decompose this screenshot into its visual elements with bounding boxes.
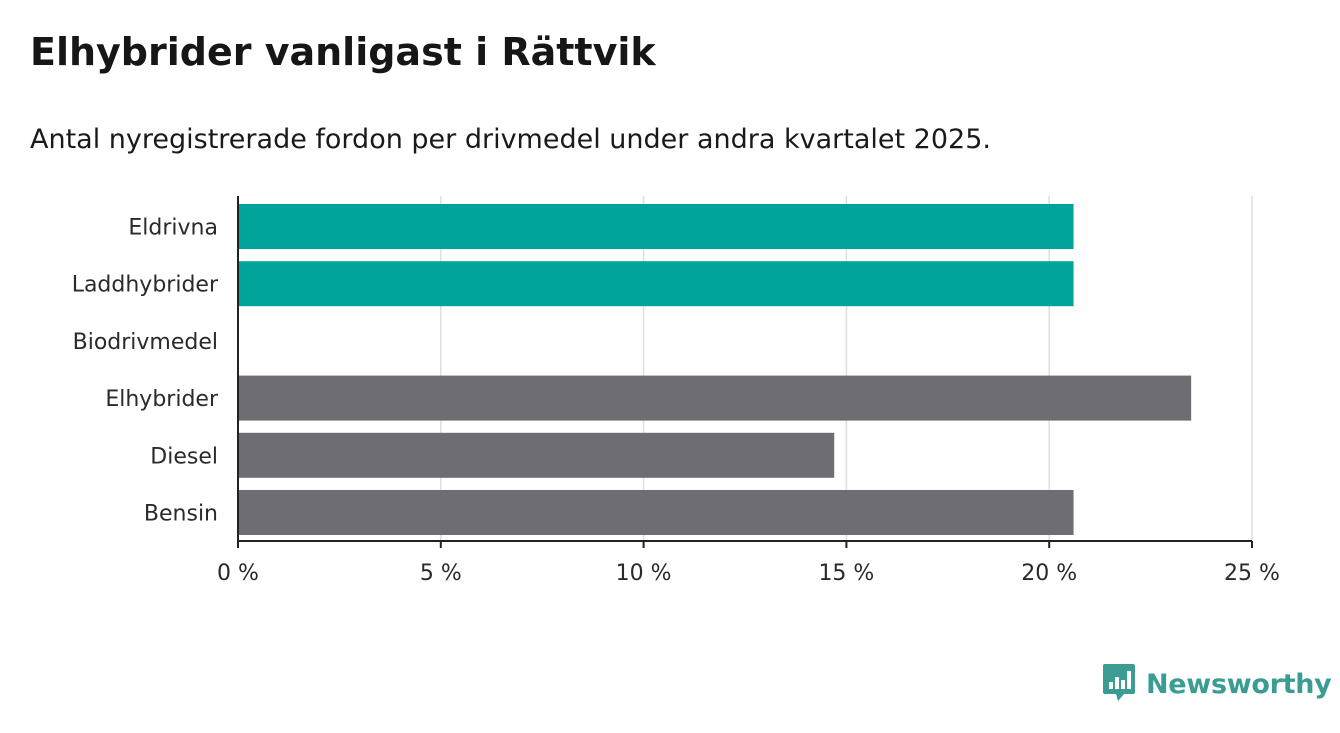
category-label: Biodrivmedel — [73, 330, 218, 355]
gridlines — [440, 196, 1253, 541]
chart-subtitle: Antal nyregistrerade fordon per drivmede… — [30, 124, 991, 155]
bar-diesel — [238, 432, 835, 478]
newsworthy-logo-text: Newsworthy — [1146, 668, 1332, 700]
category-label: Laddhybrider — [72, 273, 219, 298]
bar-bensin — [238, 490, 1074, 535]
x-tick-label: 0 % — [217, 561, 259, 586]
x-tick-label: 25 % — [1224, 561, 1280, 586]
bar-elhybrider — [238, 375, 1192, 421]
bar-laddhybrider — [238, 261, 1074, 307]
x-tick-label: 20 % — [1021, 561, 1077, 586]
category-labels: Eldrivna Laddhybrider Biodrivmedel Elhybrid… — [72, 216, 219, 527]
newsworthy-logo-icon — [1102, 662, 1136, 706]
x-tick-label: 5 % — [420, 561, 462, 586]
x-tick-label: 15 % — [818, 561, 874, 586]
newsworthy-logo: Newsworthy — [1102, 662, 1332, 706]
x-axis: 0 % 5 % 10 % 15 % 20 % 25 % — [217, 196, 1280, 586]
x-tick-label: 10 % — [616, 561, 672, 586]
category-label: Diesel — [150, 444, 218, 469]
category-label: Bensin — [144, 502, 218, 527]
bar-eldrivna — [238, 204, 1074, 249]
chart-title: Elhybrider vanligast i Rättvik — [30, 30, 656, 74]
category-label: Eldrivna — [128, 216, 218, 241]
category-label: Elhybrider — [105, 387, 219, 412]
bars — [238, 204, 1192, 535]
